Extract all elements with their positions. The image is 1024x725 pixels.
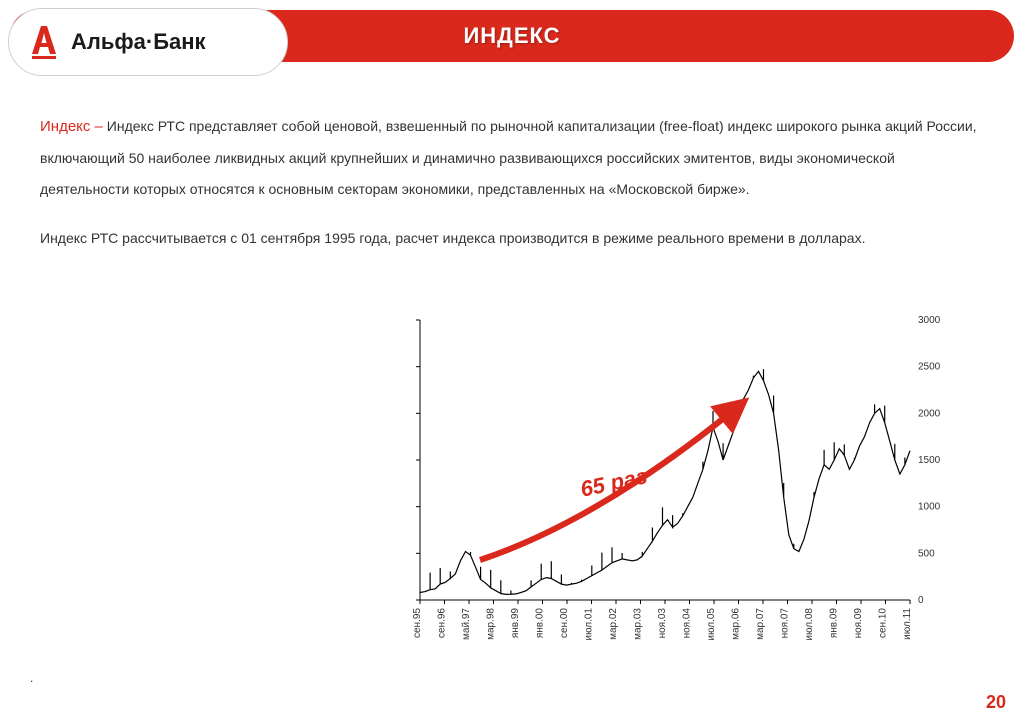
svg-text:3000: 3000 <box>918 315 941 326</box>
svg-text:ноя.04: ноя.04 <box>682 608 693 639</box>
svg-text:1000: 1000 <box>918 502 941 513</box>
svg-text:мар.06: мар.06 <box>731 608 742 640</box>
svg-text:ноя.09: ноя.09 <box>853 608 864 639</box>
definition-text: Индекс РТС представляет собой ценовой, в… <box>40 118 977 197</box>
svg-text:янв.09: янв.09 <box>829 608 840 639</box>
svg-text:2500: 2500 <box>918 362 941 373</box>
chart-svg: 0 500 1000 1500 2000 2500 3000 сен.95 сен.96 май.… <box>400 310 980 670</box>
svg-text:сен.95: сен.95 <box>412 608 423 638</box>
header-bar: Альфа·Банк ИНДЕКС <box>10 10 1014 62</box>
content-area: Индекс – Индекс РТС представляет собой ц… <box>40 110 984 271</box>
svg-text:янв.99: янв.99 <box>510 608 521 639</box>
page-number: 20 <box>986 692 1006 713</box>
svg-text:мар.02: мар.02 <box>608 608 619 640</box>
svg-text:янв.00: янв.00 <box>535 608 546 639</box>
alfa-logo-icon <box>29 24 59 60</box>
svg-text:июл.01: июл.01 <box>584 608 595 641</box>
svg-text:мар.07: мар.07 <box>755 608 766 640</box>
svg-text:1500: 1500 <box>918 455 941 466</box>
brand-name: Альфа·Банк <box>71 29 206 55</box>
svg-text:май.97: май.97 <box>461 608 472 640</box>
svg-text:мар.03: мар.03 <box>633 608 644 640</box>
rts-index-chart: 0 500 1000 1500 2000 2500 3000 сен.95 сен.96 май.… <box>400 310 980 670</box>
slide-title: ИНДЕКС <box>463 23 560 49</box>
svg-text:сен.96: сен.96 <box>437 608 448 638</box>
svg-text:ноя.07: ноя.07 <box>780 608 791 639</box>
brand-logo: Альфа·Банк <box>8 8 288 76</box>
svg-text:июл.11: июл.11 <box>902 608 913 640</box>
definition-lead: Индекс – <box>40 118 103 135</box>
svg-text:июл.08: июл.08 <box>804 608 815 641</box>
svg-text:сен.10: сен.10 <box>878 608 889 638</box>
svg-text:500: 500 <box>918 548 935 559</box>
svg-text:0: 0 <box>918 595 924 606</box>
svg-text:ноя.03: ноя.03 <box>657 608 668 639</box>
svg-text:сен.00: сен.00 <box>559 608 570 638</box>
definition-paragraph: Индекс – Индекс РТС представляет собой ц… <box>40 110 984 205</box>
svg-text:2000: 2000 <box>918 408 941 419</box>
calc-paragraph: Индекс РТС рассчитывается с 01 сентября … <box>40 223 984 254</box>
svg-text:июл.05: июл.05 <box>706 608 717 641</box>
svg-text:мар.98: мар.98 <box>486 608 497 640</box>
footer-dot: . <box>30 671 33 685</box>
